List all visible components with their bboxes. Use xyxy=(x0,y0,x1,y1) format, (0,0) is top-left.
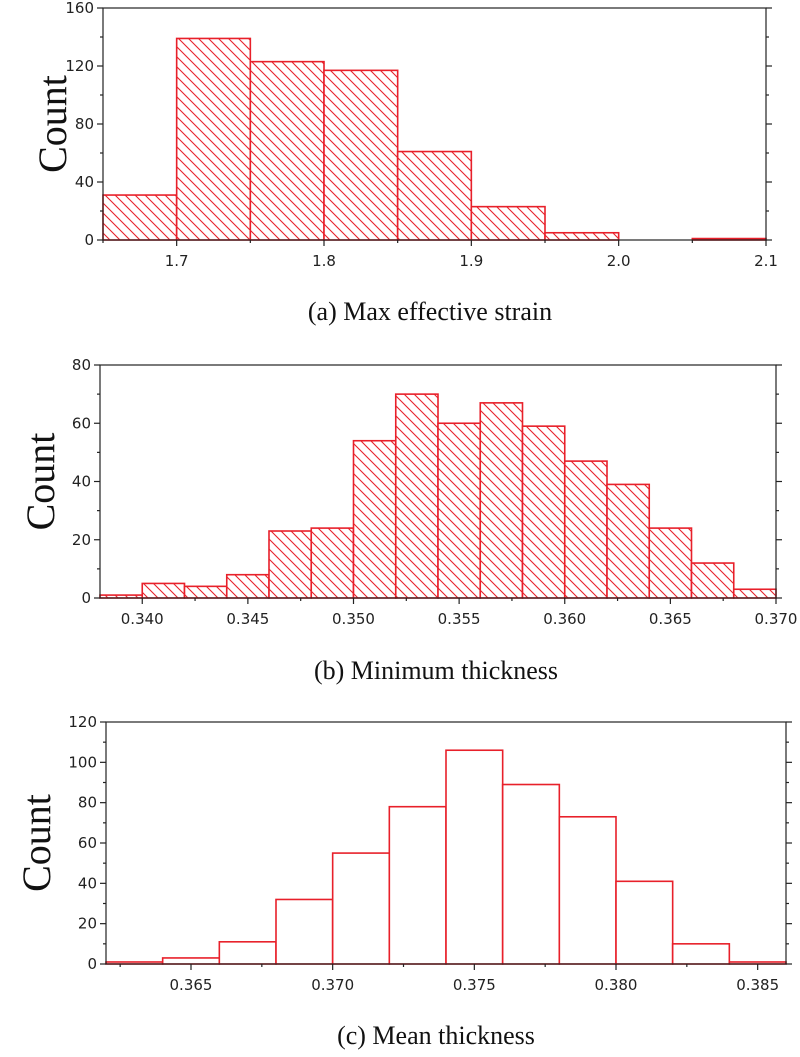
y-axis-title-b: Count xyxy=(18,433,63,531)
x-tick-label-a-0: 1.7 xyxy=(165,252,189,270)
x-tick-label-c-3: 0.380 xyxy=(595,976,638,994)
x-tick-label-c-1: 0.370 xyxy=(311,976,354,994)
y-tick-label-b-0: 0 xyxy=(81,589,91,607)
y-tick-label-c-2: 40 xyxy=(78,874,97,892)
x-tick-label-b-4: 0.360 xyxy=(543,610,586,628)
caption-c: (c) Mean thickness xyxy=(337,1021,535,1050)
y-tick-label-c-0: 0 xyxy=(87,955,97,973)
bar-b-6 xyxy=(352,439,397,599)
bar-b-10 xyxy=(521,425,566,599)
y-tick-label-b-1: 20 xyxy=(72,531,91,549)
bar-c-5 xyxy=(388,805,447,965)
bar-c-3 xyxy=(275,898,334,965)
x-tick-label-b-1: 0.345 xyxy=(226,610,269,628)
caption-a: (a) Max effective strain xyxy=(308,297,552,326)
bar-c-9 xyxy=(615,880,674,965)
x-tick-label-a-2: 1.9 xyxy=(459,252,483,270)
caption-b: (b) Minimum thickness xyxy=(314,656,558,685)
bar-b-12 xyxy=(606,483,651,599)
bar-c-7 xyxy=(501,783,561,965)
chart-a: 0 40 80 120 160 1.7 1.8 1.9 2.0 2.1 Count (a) Max e… xyxy=(30,0,778,326)
bar-b-15 xyxy=(732,588,777,599)
x-tick-label-c-0: 0.365 xyxy=(170,976,213,994)
bar-b-2 xyxy=(183,585,228,599)
x-tick-label-b-5: 0.365 xyxy=(649,610,692,628)
bar-b-9 xyxy=(479,402,524,599)
x-tick-label-b-6: 0.370 xyxy=(755,610,798,628)
bar-a-1 xyxy=(175,37,252,241)
bar-b-7 xyxy=(394,393,439,599)
x-tick-label-b-3: 0.355 xyxy=(438,610,481,628)
bar-b-3 xyxy=(225,573,270,599)
x-tick-label-a-1: 1.8 xyxy=(312,252,336,270)
bar-b-4 xyxy=(268,530,313,599)
x-tick-label-c-4: 0.385 xyxy=(736,976,779,994)
y-tick-label-a-3: 120 xyxy=(65,57,94,75)
y-axis-title-a: Count xyxy=(30,75,75,173)
bar-c-4 xyxy=(331,852,391,965)
bar-c-6 xyxy=(445,749,504,965)
y-tick-label-a-0: 0 xyxy=(84,231,94,249)
y-tick-label-b-3: 60 xyxy=(72,414,91,432)
y-tick-label-c-3: 60 xyxy=(78,834,97,852)
bar-a-5 xyxy=(470,205,546,241)
chart-c: 0 20 40 60 80 100 120 0.365 0.370 0.375 0.380 0.385… xyxy=(14,713,792,1050)
bar-a-4 xyxy=(396,150,473,241)
bar-b-14 xyxy=(690,562,735,599)
bar-b-8 xyxy=(437,422,482,599)
x-tick-label-c-2: 0.375 xyxy=(453,976,496,994)
bar-c-10 xyxy=(671,943,731,965)
bar-c-1 xyxy=(161,957,221,965)
bar-b-13 xyxy=(648,527,693,599)
bar-c-2 xyxy=(218,941,277,965)
bar-a-2 xyxy=(249,60,325,241)
bar-a-0 xyxy=(102,194,178,241)
y-tick-label-a-2: 80 xyxy=(75,115,94,133)
x-tick-label-a-3: 2.0 xyxy=(607,252,631,270)
chart-b: 0 20 40 60 80 0.340 0.345 0.350 0.355 0.360 0.365 0… xyxy=(18,356,797,685)
y-tick-label-c-5: 100 xyxy=(68,753,97,771)
y-tick-label-c-6: 120 xyxy=(68,713,97,731)
y-tick-label-c-4: 80 xyxy=(78,794,97,812)
y-tick-label-b-2: 40 xyxy=(72,473,91,491)
bar-b-11 xyxy=(563,460,608,599)
y-tick-label-a-1: 40 xyxy=(75,173,94,191)
bar-c-8 xyxy=(558,815,617,965)
y-axis-title-c: Count xyxy=(14,794,59,892)
bar-b-5 xyxy=(310,527,355,599)
bar-a-3 xyxy=(323,69,399,241)
y-tick-label-c-1: 20 xyxy=(78,915,97,933)
y-tick-label-a-4: 160 xyxy=(65,0,94,17)
bar-a-6 xyxy=(544,231,620,241)
x-tick-label-a-4: 2.1 xyxy=(754,252,778,270)
y-tick-label-b-4: 80 xyxy=(72,356,91,374)
x-tick-label-b-2: 0.350 xyxy=(332,610,375,628)
bar-b-1 xyxy=(141,582,186,599)
x-tick-label-b-0: 0.340 xyxy=(121,610,164,628)
